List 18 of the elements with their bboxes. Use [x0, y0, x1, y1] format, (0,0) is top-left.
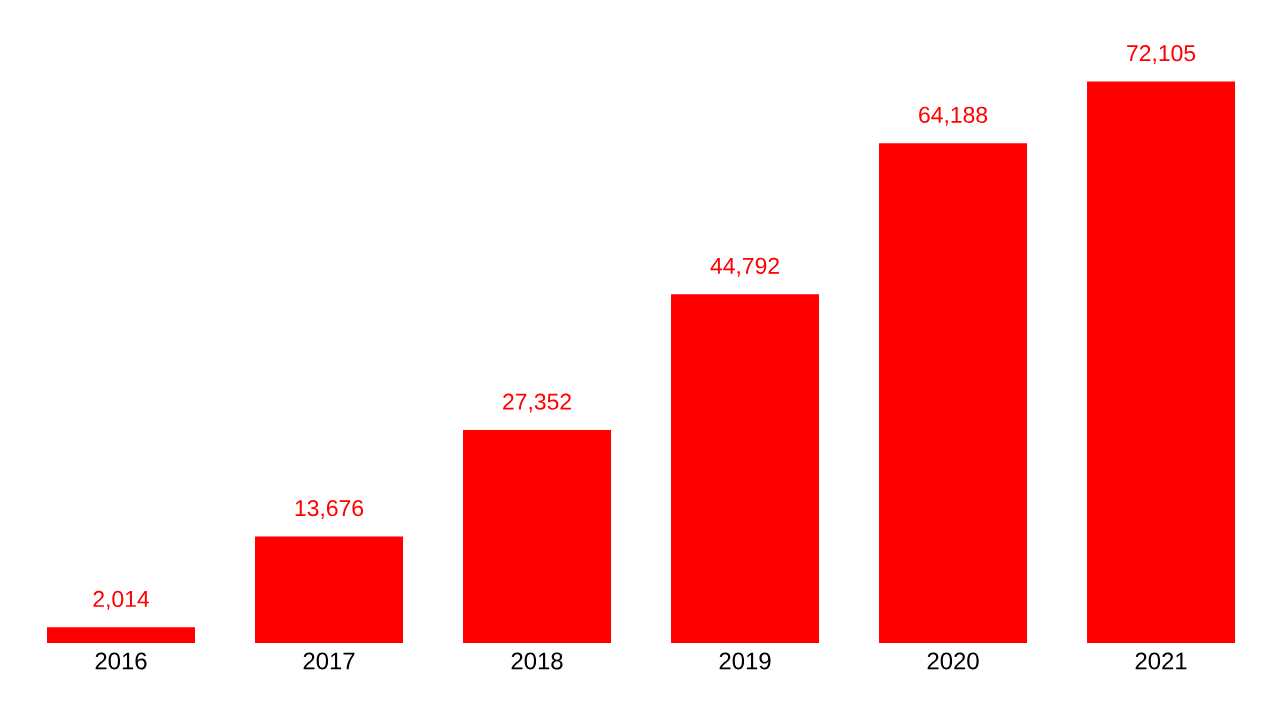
data-label: 13,676: [295, 500, 364, 519]
x-tick-label: 2017: [303, 652, 355, 670]
x-tick-label: 2021: [1135, 652, 1187, 670]
bar: [463, 430, 612, 643]
data-label: 44,792: [710, 257, 779, 277]
bar: [1087, 81, 1236, 643]
x-tick-label: 2019: [719, 652, 771, 670]
data-label: 64,188: [919, 106, 988, 126]
x-tick-label: 2016: [95, 652, 147, 670]
bar: [255, 536, 404, 643]
x-tick-label: 2020: [927, 652, 979, 670]
data-label: 2,014: [93, 590, 150, 610]
bar: [47, 627, 196, 643]
bar: [879, 143, 1028, 643]
x-tick-label: 2018: [511, 652, 563, 670]
bar: [671, 294, 820, 643]
data-label: 72,105: [1127, 45, 1196, 64]
data-label: 27,352: [503, 393, 571, 413]
